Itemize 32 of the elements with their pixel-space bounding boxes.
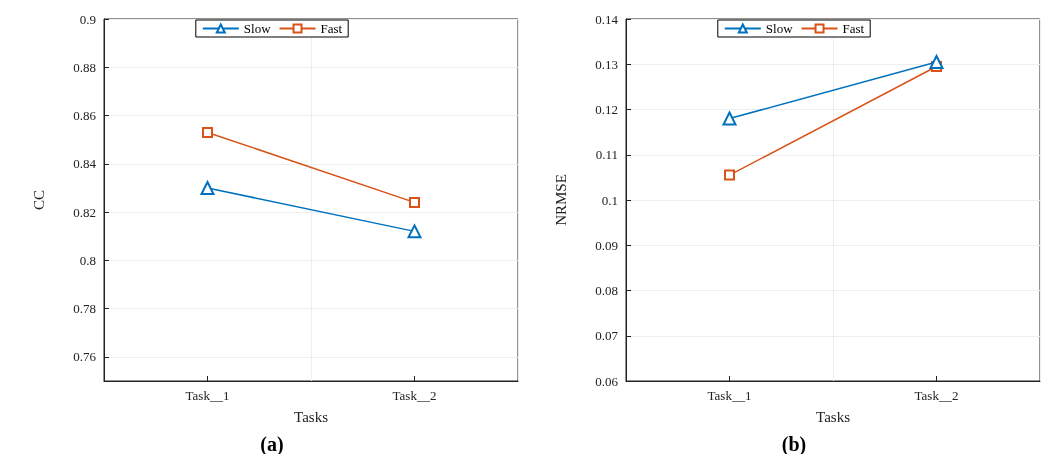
x-tick-label: Task__1 bbox=[707, 388, 752, 403]
y-tick-label: 0.76 bbox=[73, 349, 97, 365]
y-tick-label: 0.86 bbox=[73, 108, 97, 124]
point bbox=[202, 126, 213, 138]
y-tick-label: 0.1 bbox=[601, 192, 618, 208]
y-tick-label: 0.84 bbox=[73, 156, 97, 172]
y-tick-label: 0.09 bbox=[595, 237, 618, 253]
legend-label: Slow bbox=[765, 21, 794, 36]
x-axis-title: Tasks bbox=[816, 408, 851, 425]
y-tick-label: 0.9 bbox=[79, 11, 96, 27]
legend-label: Fast bbox=[320, 21, 343, 36]
y-tick-label: 0.12 bbox=[595, 102, 618, 117]
y-tick-label: 0.78 bbox=[73, 301, 96, 317]
y-tick-label: 0.88 bbox=[73, 59, 96, 75]
point bbox=[409, 196, 420, 208]
x-tick-label: Task__1 bbox=[185, 388, 230, 403]
y-tick-label: 0.82 bbox=[73, 204, 96, 220]
y-tick-label: 0.8 bbox=[79, 252, 96, 268]
x-tick-label: Task__2 bbox=[914, 388, 959, 403]
x-axis-title: Tasks bbox=[294, 408, 329, 425]
legend-label: Slow bbox=[243, 21, 272, 36]
y-tick-label: 0.07 bbox=[595, 328, 619, 344]
y-tick-label: 0.08 bbox=[595, 283, 618, 298]
y-tick-label: 0.11 bbox=[595, 147, 618, 163]
point bbox=[724, 169, 735, 181]
y-tick-label: 0.14 bbox=[595, 11, 619, 27]
y-tick-label: 0.06 bbox=[595, 373, 619, 389]
x-tick-label: Task__2 bbox=[392, 388, 437, 403]
y-axis-title: NRMSE bbox=[552, 174, 569, 226]
y-tick-label: 0.13 bbox=[595, 56, 618, 72]
legend-label: Fast bbox=[842, 21, 865, 36]
y-axis-title: CC bbox=[30, 189, 47, 211]
